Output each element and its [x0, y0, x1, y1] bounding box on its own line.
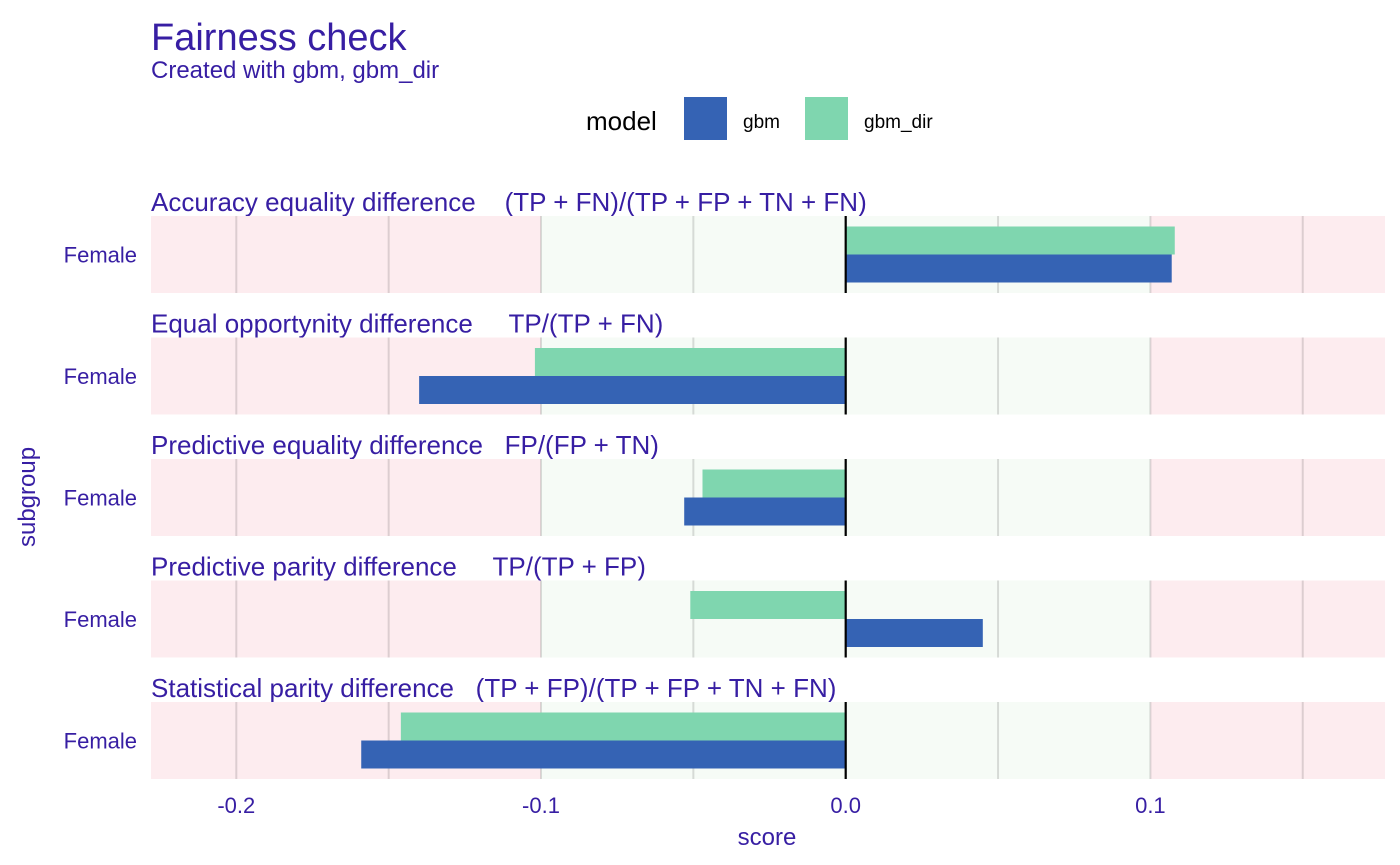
facet-title: Accuracy equality difference (TP + FN)/(… [151, 187, 867, 217]
subgroup-label: Female [64, 243, 137, 268]
legend-key-gbm [684, 97, 727, 140]
facet-title: Predictive parity difference TP/(TP + FP… [151, 552, 646, 582]
subgroup-label: Female [64, 364, 137, 389]
subgroup-label: Female [64, 607, 137, 632]
chart-title: Fairness check [151, 17, 408, 59]
bar-gbm_dir [534, 348, 846, 376]
bar-gbm_dir [400, 712, 846, 741]
legend: model gbm gbm_dir [586, 97, 933, 140]
subgroup-label: Female [64, 486, 137, 511]
x-tick-label: -0.1 [522, 793, 560, 818]
bar-gbm [419, 376, 846, 404]
x-axis-title: score [738, 824, 797, 851]
facet-title: Equal opportynity difference TP/(TP + FN… [151, 309, 663, 339]
unfair-zone-left [151, 216, 542, 293]
facet-title: Predictive equality difference FP/(FP + … [151, 430, 659, 460]
facet-panel: Predictive equality difference FP/(FP + … [64, 430, 1385, 536]
facet-panels: Accuracy equality difference (TP + FN)/(… [64, 187, 1385, 779]
unfair-zone-right [1150, 216, 1385, 293]
x-tick-label: 0.0 [830, 793, 861, 818]
chart-subtitle: Created with gbm, gbm_dir [151, 57, 439, 84]
bar-gbm_dir [690, 591, 846, 619]
x-tick-label: 0.1 [1135, 793, 1166, 818]
unfair-zone-right [1150, 702, 1385, 779]
unfair-zone-left [151, 580, 542, 658]
unfair-zone-left [151, 459, 542, 536]
unfair-zone-right [1150, 337, 1385, 415]
unfair-zone-right [1150, 580, 1385, 658]
facet-panel: Predictive parity difference TP/(TP + FP… [64, 552, 1385, 658]
unfair-zone-right [1150, 459, 1385, 536]
facet-panel: Statistical parity difference (TP + FP)/… [64, 673, 1385, 779]
bar-gbm_dir [702, 469, 846, 498]
bar-gbm [684, 497, 846, 526]
x-tick-label: -0.2 [217, 793, 255, 818]
legend-title: model [586, 106, 657, 136]
facet-panel: Accuracy equality difference (TP + FN)/(… [64, 187, 1385, 293]
facet-title: Statistical parity difference (TP + FP)/… [151, 673, 836, 703]
legend-key-gbm_dir [805, 97, 848, 140]
subgroup-label: Female [64, 729, 137, 754]
y-axis-title: subgroup [14, 447, 41, 547]
legend-label-gbm: gbm [743, 112, 780, 133]
facet-panel: Equal opportynity difference TP/(TP + FN… [64, 309, 1385, 415]
bar-gbm_dir [845, 226, 1175, 255]
bar-gbm [361, 740, 846, 769]
x-axis-ticks: -0.2 -0.1 0.0 0.1 [217, 793, 1165, 818]
bar-gbm [845, 619, 983, 647]
bar-gbm [845, 254, 1172, 283]
legend-label-gbm_dir: gbm_dir [864, 112, 933, 133]
